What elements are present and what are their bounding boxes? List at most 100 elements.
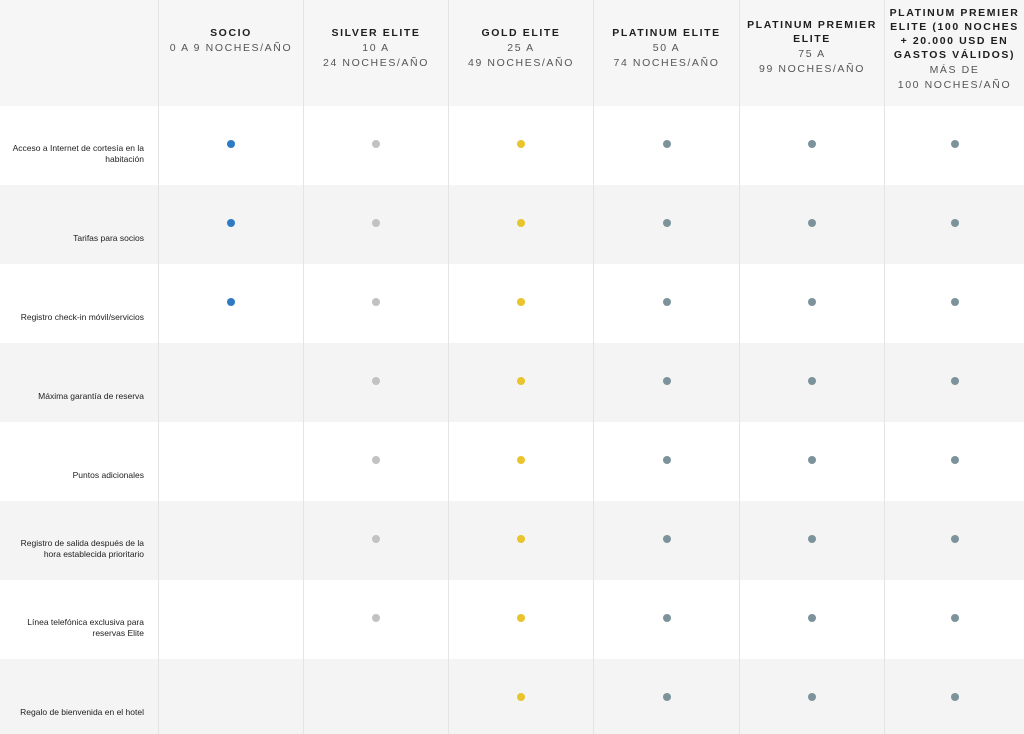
benefit-cell-platinum_premier [740,659,885,734]
benefit-cell-platinum [594,264,740,343]
included-dot-icon [950,456,959,464]
included-dot-icon [517,614,525,622]
benefit-label: Puntos adicionales [0,422,159,501]
included-dot-icon [372,377,380,385]
benefit-cell-platinum_premier_plus [885,264,1024,343]
benefit-label: Máxima garantía de reserva [0,343,159,422]
benefit-label: Regalo de bienvenida en el hotel [0,659,159,734]
included-dot-icon [950,693,959,701]
benefit-cell-silver [304,580,449,659]
tier-header-silver-elite: SILVER ELITE 10 A 24 NOCHES/AÑO [304,0,449,106]
benefit-label: Registro check-in móvil/servicios [0,264,159,343]
tier-range: 100 NOCHES/AÑO [897,79,1012,91]
benefit-cell-platinum [594,106,740,185]
benefit-cell-platinum_premier [740,580,885,659]
benefit-cell-platinum [594,185,740,264]
included-dot-icon [372,140,380,148]
included-dot-icon [808,693,816,701]
included-dot-icon [372,456,380,464]
benefit-label: Acceso a Internet de cortesía en la habi… [0,106,159,185]
benefit-cell-gold [449,659,594,734]
tier-header-platinum-elite: PLATINUM ELITE 50 A 74 NOCHES/AÑO [594,0,740,106]
included-dot-icon [662,140,671,148]
benefit-cell-platinum [594,343,740,422]
included-dot-icon [808,535,816,543]
included-dot-icon [517,535,525,543]
tier-range: 75 A [798,48,826,60]
benefit-cell-silver [304,343,449,422]
benefit-cell-gold [449,106,594,185]
tier-name: PLATINUM PREMIER [889,7,1020,19]
benefit-cell-platinum_premier [740,422,885,501]
included-dot-icon [808,614,816,622]
included-dot-icon [372,219,380,227]
benefit-cell-platinum_premier [740,106,885,185]
benefit-cell-platinum_premier_plus [885,501,1024,580]
tier-name: ELITE [793,33,831,45]
tier-header-platinum-premier-elite-plus: PLATINUM PREMIER ELITE (100 NOCHES + 20.… [885,0,1024,106]
benefit-cell-gold [449,501,594,580]
benefit-cell-platinum [594,422,740,501]
included-dot-icon [372,614,380,622]
included-dot-icon [517,693,525,701]
included-dot-icon [808,298,816,306]
tier-header-platinum-premier-elite: PLATINUM PREMIER ELITE 75 A 99 NOCHES/AÑ… [740,0,885,106]
benefit-cell-platinum_premier [740,343,885,422]
tier-range: 50 A [652,42,681,54]
benefit-cell-platinum [594,659,740,734]
benefit-cell-platinum_premier_plus [885,580,1024,659]
included-dot-icon [808,456,816,464]
benefit-cell-silver [304,422,449,501]
tier-name: PLATINUM ELITE [612,27,721,39]
tier-range: 24 NOCHES/AÑO [323,57,429,69]
included-dot-icon [662,693,671,701]
included-dot-icon [662,219,671,227]
benefit-cell-platinum_premier [740,501,885,580]
benefit-cell-platinum_premier_plus [885,185,1024,264]
benefit-cell-socio [159,343,304,422]
tier-header-gold-elite: GOLD ELITE 25 A 49 NOCHES/AÑO [449,0,594,106]
tier-range: 99 NOCHES/AÑO [759,63,865,75]
benefit-cell-silver [304,264,449,343]
included-dot-icon [950,614,959,622]
included-dot-icon [372,298,380,306]
benefit-cell-socio [159,422,304,501]
tier-range: 0 A 9 NOCHES/AÑO [169,42,293,54]
benefit-label-text: Registro check-in móvil/servicios [20,312,144,322]
tier-name: GASTOS VÁLIDOS) [893,49,1016,61]
tier-name: PLATINUM PREMIER [747,19,877,31]
benefit-label: Línea telefónica exclusiva para reservas… [0,580,159,659]
benefit-cell-platinum_premier_plus [885,343,1024,422]
benefit-cell-socio [159,501,304,580]
benefit-cell-socio [159,106,304,185]
benefit-cell-gold [449,264,594,343]
included-dot-icon [517,140,525,148]
benefit-cell-platinum [594,501,740,580]
benefit-label-text: Acceso a Internet de cortesía en la habi… [12,143,144,164]
included-dot-icon [662,456,671,464]
tier-header-socio: SOCIO 0 A 9 NOCHES/AÑO [159,0,304,106]
included-dot-icon [662,298,671,306]
benefit-label-text: Tarifas para socios [73,233,144,243]
benefit-label-text: Línea telefónica exclusiva para reservas… [27,617,144,638]
benefit-label-text: Regalo de bienvenida en el hotel [20,707,144,717]
tier-name: SOCIO [210,27,252,39]
included-dot-icon [227,140,235,148]
benefit-label-text: Puntos adicionales [72,470,144,480]
included-dot-icon [372,535,380,543]
tier-range: 49 NOCHES/AÑO [468,57,574,69]
included-dot-icon [950,140,959,148]
benefit-cell-gold [449,343,594,422]
benefit-cell-platinum_premier_plus [885,659,1024,734]
tier-name: ELITE (100 NOCHES [890,21,1019,33]
included-dot-icon [662,377,671,385]
benefit-cell-platinum_premier_plus [885,422,1024,501]
benefit-label-text: Registro de salida después de la hora es… [20,538,144,559]
table-corner [0,0,159,106]
benefit-cell-platinum_premier_plus [885,106,1024,185]
benefit-cell-gold [449,580,594,659]
tier-range: MÁS DE [929,64,980,76]
included-dot-icon [808,377,816,385]
included-dot-icon [950,298,959,306]
